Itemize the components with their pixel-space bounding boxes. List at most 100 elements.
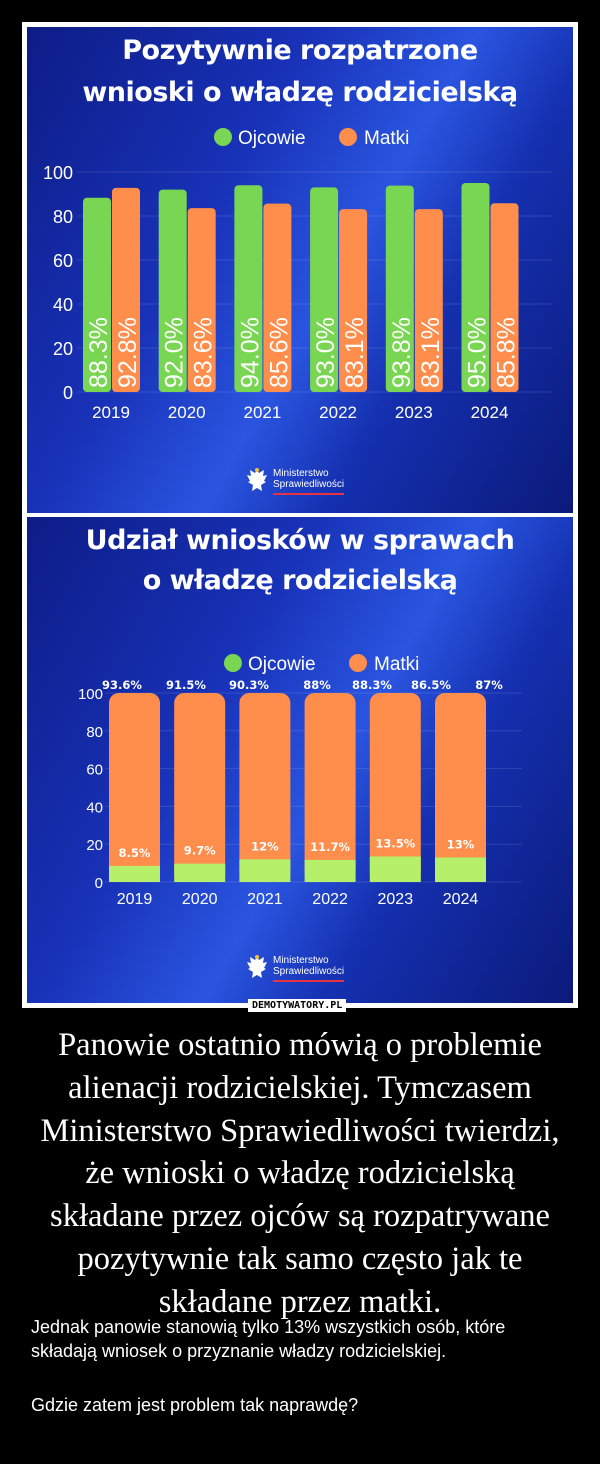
legend-marker-matki xyxy=(339,128,357,146)
caption-line: składane przez matki. xyxy=(158,1283,442,1320)
bar-value-label: 92.8% xyxy=(114,317,142,388)
y-tick-label: 100 xyxy=(78,686,103,703)
bar-value-label: 11.7% xyxy=(310,840,350,854)
y-tick-label: 100 xyxy=(43,163,73,183)
y-tick-label: 0 xyxy=(95,875,103,892)
bar-matki-2019 xyxy=(112,187,140,392)
description-paragraph-2: Gdzie zatem jest problem tak naprawdę? xyxy=(31,1395,359,1415)
bar-ojcowie-2024 xyxy=(461,183,490,392)
ministry-logo: Ministerstwo Sprawiedliwości xyxy=(245,467,345,495)
top-value-label: 91.5% xyxy=(166,678,206,692)
chart-title-line-1: Pozytywnie rozpatrzone xyxy=(122,35,478,66)
chart-title-line-2: wnioski o władzę rodzicielską xyxy=(82,77,518,108)
y-tick-label: 20 xyxy=(53,339,73,359)
legend-marker-matki xyxy=(349,654,367,672)
chart-title-line-2: o władzę rodzicielską xyxy=(142,565,458,596)
bar-ojcowie-2022 xyxy=(304,859,356,882)
bar-value-label: 83.1% xyxy=(417,317,445,388)
bar-ojcowie-2019 xyxy=(109,865,160,882)
bar-value-label: 8.5% xyxy=(119,846,151,860)
chart-panel-positive-decisions: Pozytywnie rozpatrzone wnioski o władzę … xyxy=(27,27,573,513)
bar-value-label: 9.7% xyxy=(184,844,216,858)
bar-ojcowie-2024 xyxy=(435,857,486,882)
bar-ojcowie-2023 xyxy=(385,185,414,392)
x-tick-label: 2021 xyxy=(247,891,283,908)
caption-line: że wnioski o władzę rodzicielską xyxy=(85,1155,515,1192)
description: Jednak panowie stanowią tylko 13% wszyst… xyxy=(31,1316,576,1418)
bar-value-label: 13.5% xyxy=(375,836,415,850)
bar-value-label: 93.0% xyxy=(312,317,340,388)
x-tick-label: 2023 xyxy=(378,891,414,908)
bar-ojcowie-2021 xyxy=(239,859,291,882)
ministry-name: Ministerstwo Sprawiedliwości xyxy=(273,468,345,495)
bar-matki-2022 xyxy=(304,693,356,882)
legend-label-ojcowie: Ojcowie xyxy=(238,128,306,149)
ministry-name: Ministerstwo Sprawiedliwości xyxy=(273,955,345,982)
bar-value-label: 13% xyxy=(447,837,475,851)
x-tick-label: 2021 xyxy=(243,403,281,422)
bar-value-label: 95.0% xyxy=(464,317,492,388)
legend-label-matki: Matki xyxy=(364,128,409,149)
bar-matki-2022 xyxy=(339,209,368,392)
x-tick-label: 2020 xyxy=(168,403,206,422)
description-paragraph-1: Jednak panowie stanowią tylko 13% wszyst… xyxy=(31,1317,506,1361)
top-value-label: 88.3% xyxy=(352,678,392,692)
bar-matki-2021 xyxy=(239,693,291,882)
bar-value-label: 88.3% xyxy=(85,317,113,388)
x-tick-label: 2022 xyxy=(312,891,348,908)
x-tick-label: 2022 xyxy=(319,403,357,422)
bar-ojcowie-2023 xyxy=(369,856,421,882)
bar-matki-2023 xyxy=(414,209,443,392)
bar-ojcowie-2019 xyxy=(83,197,111,392)
caption-line: alienacji rodzicielskiej. Tymczasem xyxy=(68,1069,532,1106)
x-tick-label: 2019 xyxy=(92,403,130,422)
x-tick-label: 2019 xyxy=(117,891,153,908)
bar-ojcowie-2022 xyxy=(310,187,339,392)
bar-matki-2023 xyxy=(369,693,421,882)
bar-value-label: 83.1% xyxy=(341,317,369,388)
caption: Panowie ostatnio mówią o problemie alien… xyxy=(0,1024,600,1324)
caption-line: pozytywnie tak samo często jak te xyxy=(77,1240,523,1277)
ministry-logo: Ministerstwo Sprawiedliwości xyxy=(245,954,345,982)
bar-matki-2019 xyxy=(109,693,160,882)
top-value-label: 90.3% xyxy=(229,678,269,692)
bar-matki-2020 xyxy=(187,208,216,392)
legend-label-ojcowie: Ojcowie xyxy=(248,654,316,675)
bar-matki-2020 xyxy=(174,693,226,882)
y-tick-label: 60 xyxy=(86,762,103,779)
bar-value-label: 92.0% xyxy=(161,317,189,388)
bar-value-label: 85.8% xyxy=(493,317,521,388)
top-value-label: 86.5% xyxy=(411,678,451,692)
bar-ojcowie-2020 xyxy=(174,863,226,882)
y-tick-label: 40 xyxy=(86,799,103,816)
watermark: DEMOTYWATORY.PL xyxy=(248,999,347,1012)
x-tick-label: 2020 xyxy=(182,891,218,908)
bar-value-label: 85.6% xyxy=(265,317,293,388)
top-value-label: 88% xyxy=(303,678,331,692)
top-value-label: 87% xyxy=(475,678,503,692)
caption-line: Panowie ostatnio mówią o problemie xyxy=(58,1027,542,1063)
x-tick-label: 2024 xyxy=(443,891,479,908)
bar-value-label: 12% xyxy=(251,839,279,853)
bar-matki-2021 xyxy=(263,203,292,392)
y-tick-label: 20 xyxy=(86,837,103,854)
bar-value-label: 83.6% xyxy=(190,317,218,388)
legend-label-matki: Matki xyxy=(374,654,419,675)
top-value-label: 93.6% xyxy=(102,678,142,692)
legend-marker-ojcowie xyxy=(224,654,242,672)
y-tick-label: 80 xyxy=(53,207,73,227)
eagle-emblem-icon xyxy=(247,468,267,491)
eagle-emblem-icon xyxy=(247,955,267,978)
bar-value-label: 93.8% xyxy=(388,317,416,388)
x-tick-label: 2023 xyxy=(395,403,433,422)
caption-line: Ministerstwo Sprawiedliwości twierdzi, xyxy=(40,1112,560,1149)
chart-panel-application-share: Udział wniosków w sprawach o władzę rodz… xyxy=(27,517,573,1003)
y-tick-label: 40 xyxy=(53,295,73,315)
legend-marker-ojcowie xyxy=(214,128,232,146)
y-tick-label: 80 xyxy=(86,724,103,741)
chart-positive-decisions: Ojcowie Matki 0 20 40 60 80 100 88.3% 92.8% 2019 92… xyxy=(43,128,552,422)
chart-title-line-1: Udział wniosków w sprawach xyxy=(85,525,515,556)
y-tick-label: 0 xyxy=(63,383,73,403)
